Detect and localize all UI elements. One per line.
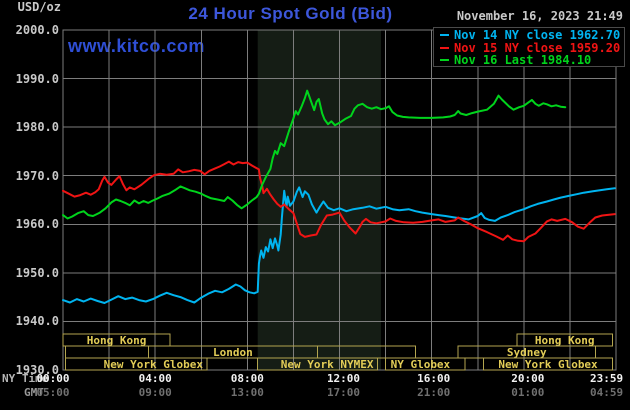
x-tick-label-gmt: 05:00: [36, 386, 70, 399]
x-tick-label-ny-time: 20:00: [511, 372, 545, 385]
kitco-watermark-link[interactable]: www.kitco.com: [68, 36, 205, 56]
series-line-nov-15-ny-close: [62, 160, 616, 243]
x-tick-label-gmt: 04:59: [589, 386, 624, 399]
legend-dash-icon: [440, 46, 449, 49]
y-axis-units-label: USD/oz: [17, 0, 61, 14]
legend-dash-icon: [440, 34, 449, 37]
y-tick-label: 1930.0: [15, 363, 59, 377]
x-tick-label-gmt: 17:00: [326, 386, 361, 399]
x-tick-label-ny-time: 04:00: [138, 372, 172, 385]
y-tick-label: 1970.0: [15, 168, 59, 183]
series-line-nov-16-last: [62, 89, 567, 220]
session-box: [385, 357, 466, 371]
legend-label: Nov 16 Last 1984.10: [454, 53, 592, 67]
session-label: Hong Kong: [535, 334, 595, 347]
legend-item: Nov 15 NY close 1959.20: [440, 40, 624, 55]
series-line-nov-14-ny-close: [62, 186, 616, 304]
legend-label: Nov 15 NY close 1959.20: [454, 40, 621, 55]
session-label: London: [213, 346, 253, 359]
y-tick-label: 1940.0: [15, 314, 59, 329]
session-box: [64, 345, 149, 359]
y-tick-label: 1990.0: [15, 71, 59, 86]
legend-label: Nov 14 NY close 1962.70: [454, 28, 621, 42]
session-label: New York Globex: [104, 358, 204, 371]
chart-datetime: November 16, 2023 21:49: [456, 9, 623, 23]
x-tick-label-gmt: 09:00: [138, 386, 172, 399]
y-tick-label: 1950.0: [15, 265, 59, 280]
nymex-session-band: [257, 30, 381, 370]
x-tick-label-ny-time: 23:59: [589, 372, 624, 385]
x-tick-label-gmt: 01:00: [511, 386, 545, 399]
session-box: [257, 357, 379, 371]
y-tick-label: 1960.0: [15, 217, 59, 232]
x-tick-label-ny-time: 16:00: [417, 372, 451, 385]
session-box: [64, 357, 208, 371]
x-axis-row-label-gmt: GMT: [24, 386, 44, 399]
session-label: NY Globex: [391, 358, 451, 371]
x-tick-label-ny-time: 00:00: [36, 372, 70, 385]
legend-item: Nov 16 Last 1984.10: [440, 54, 624, 67]
session-label: Sydney: [507, 346, 547, 359]
y-tick-label: 1980.0: [15, 120, 59, 135]
x-tick-label-gmt: 21:00: [417, 386, 451, 399]
x-tick-label-ny-time: 12:00: [326, 372, 361, 385]
legend: Nov 14 NY close 1962.70 Nov 15 NY close 1…: [433, 27, 625, 67]
x-tick-label-gmt: 13:00: [230, 386, 264, 399]
chart-title: 24 Hour Spot Gold (Bid): [188, 4, 393, 23]
y-tick-label: 2000.0: [15, 23, 59, 37]
session-box: [483, 357, 614, 371]
session-label: New York Globex: [498, 358, 598, 371]
legend-dash-icon: [440, 59, 449, 62]
x-axis-row-label-ny-time: NY Time: [2, 372, 49, 385]
session-label: Hong Kong: [87, 334, 147, 347]
session-label: New York NYMEX: [281, 358, 374, 371]
x-tick-label-ny-time: 08:00: [230, 372, 264, 385]
legend-item: Nov 14 NY close 1962.70: [440, 29, 624, 42]
